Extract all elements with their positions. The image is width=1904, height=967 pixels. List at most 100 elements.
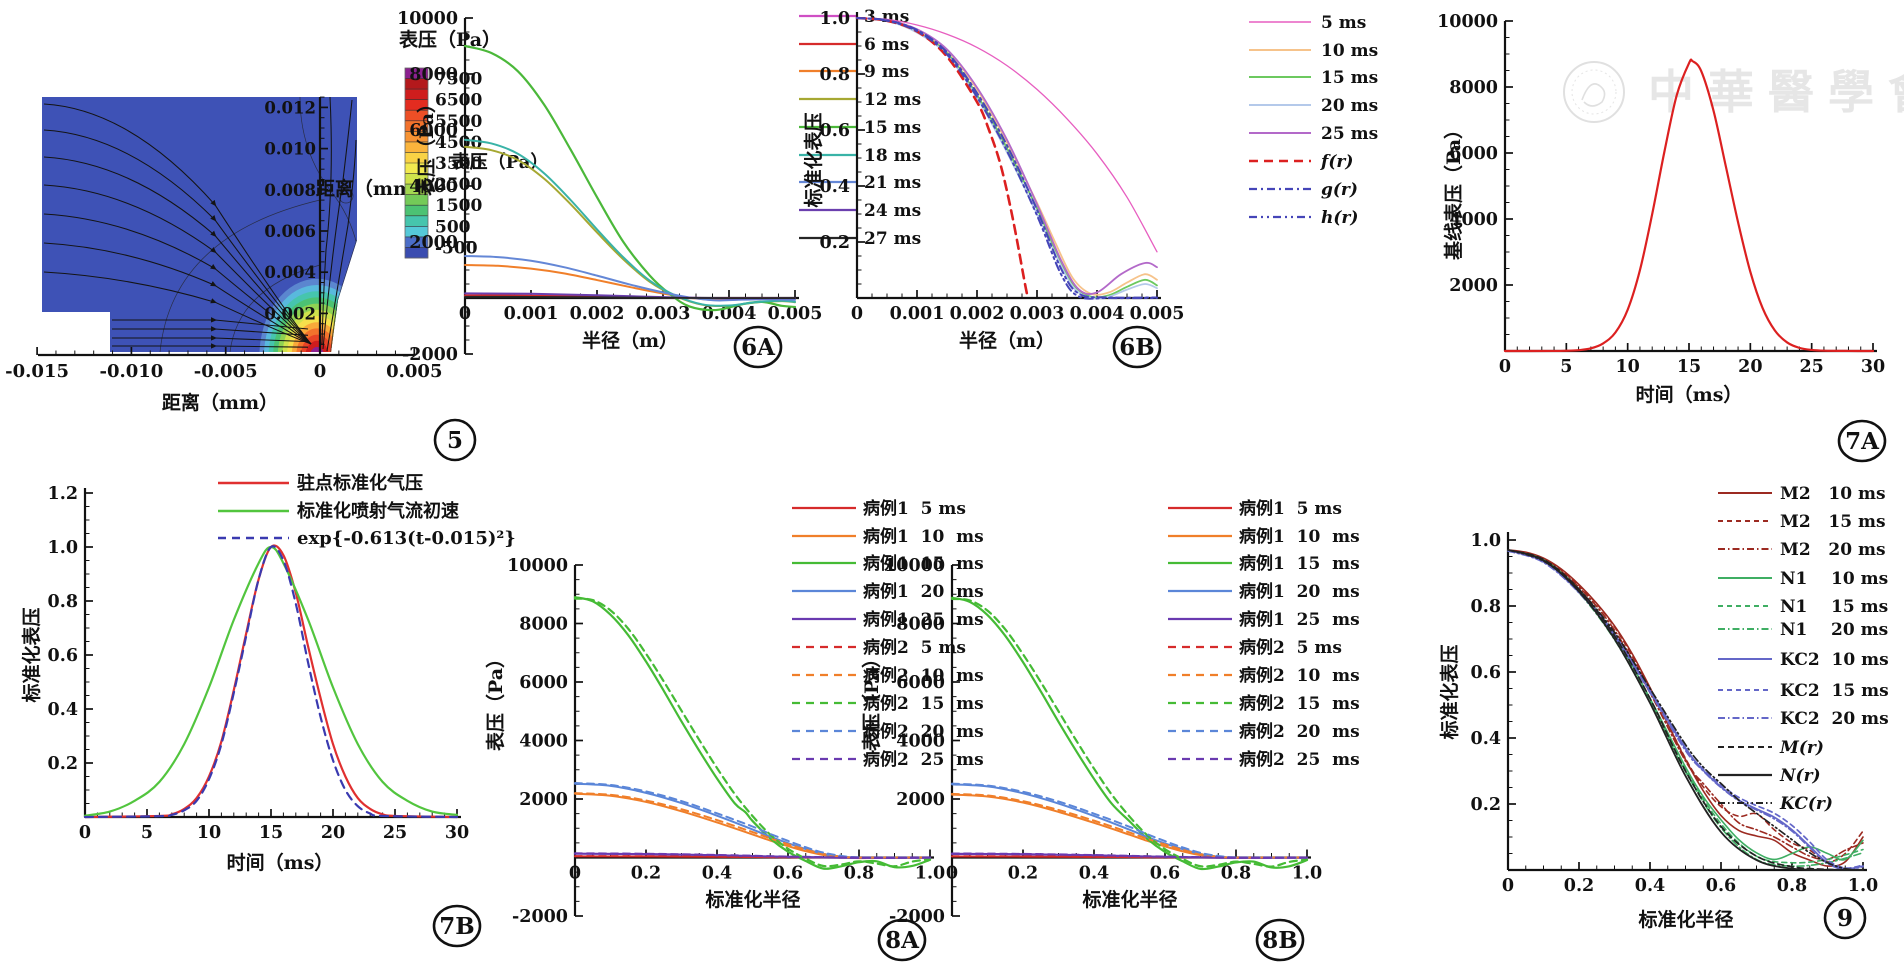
- legend-label: 病例2 25 ms: [863, 749, 984, 770]
- y-tick-label: 0.8: [820, 65, 850, 85]
- panel-badge-circle: [1255, 918, 1305, 962]
- panel-badge-circle: [1837, 419, 1887, 463]
- panel-badge-label: 7B: [439, 913, 474, 940]
- x-tick-label: 0.005: [1130, 304, 1185, 324]
- x-tick-label: 0: [1502, 876, 1514, 896]
- series-g-r-: [856, 17, 1158, 299]
- legend-label: 病例1 10 ms: [1239, 526, 1360, 547]
- y-tick-label: 1.0: [820, 9, 850, 29]
- series-15-ms: [463, 44, 797, 312]
- x-tick-label: 0.6: [773, 864, 803, 884]
- legend-label: 病例2 5 ms: [863, 637, 966, 658]
- y-tick-label: 2000: [896, 790, 945, 810]
- x-tick-label: 0.6: [1706, 876, 1736, 896]
- x-tick-label: 30: [445, 823, 469, 843]
- x-ticks: 0 0.2 0.4 0.6 0.8 1.0: [569, 849, 945, 884]
- legend-label: 病例1 25 ms: [1239, 609, 1360, 630]
- x-tick-label: 0.003: [1010, 304, 1065, 324]
- x-tick-label: 25: [383, 823, 407, 843]
- panel-badge-label: 8B: [1262, 927, 1297, 954]
- y-tick-label: -2000: [889, 907, 945, 927]
- series-病例2-15-ms: [573, 597, 932, 868]
- legend-label: 病例1 15 ms: [863, 553, 984, 574]
- series-病例2-25-ms: [573, 852, 932, 859]
- colorbar-tick-label: 500: [435, 217, 471, 237]
- y-tick-label: 2000: [1449, 276, 1498, 296]
- x-tick-label: 0.001: [504, 304, 559, 324]
- legend-label: KC(r): [1779, 794, 1833, 814]
- watermark-text: 中華醫學會: [1648, 65, 1904, 119]
- y-tick-label: 0.2: [1471, 795, 1501, 815]
- legend-label: M2 10 ms: [1780, 484, 1886, 504]
- series-f-r-: [855, 16, 1030, 300]
- legend-label: 病例1 5 ms: [863, 498, 966, 519]
- x-tick-label: 15: [259, 823, 283, 843]
- panel-9: 0 0.2 0.4 0.6 0.8 1.0 0.2 0.4 0.6 0.8 1.0 标准化半径 标准化表…: [1438, 484, 1889, 940]
- y-tick-label: 6000: [409, 121, 458, 141]
- legend-label: M2 20 ms: [1780, 540, 1886, 560]
- legend-label: N1 15 ms: [1780, 597, 1888, 617]
- series-M2-10-ms: [1507, 549, 1864, 867]
- x-tick-label: 0: [314, 361, 327, 382]
- y-tick-label: 10000: [884, 556, 945, 576]
- legend: 病例1 5 ms 病例1 10 ms 病例1 15 ms 病例1 20 ms 病例1 2…: [792, 498, 984, 770]
- legend-label: 6 ms: [864, 35, 909, 55]
- x-tick-label: 0.003: [636, 304, 691, 324]
- y-tick-label: 0.4: [1471, 729, 1501, 749]
- legend-label: 9 ms: [864, 62, 909, 82]
- y-tick-label: 10000: [1437, 12, 1498, 32]
- x-tick-label: 0.6: [1150, 864, 1180, 884]
- y-tick-label: 0.004: [264, 263, 316, 282]
- legend-label: 病例1 15 ms: [1239, 553, 1360, 574]
- y-axis-title: 标准化表压: [20, 607, 43, 702]
- x-ticks: 0 0.001 0.002 0.003 0.004 0.005: [459, 290, 822, 324]
- legend-label: KC2 10 ms: [1780, 650, 1889, 670]
- legend-label: 病例2 20 ms: [1239, 721, 1360, 742]
- panel-8B: 0 0.2 0.4 0.6 0.8 1.0 -2000 2000 4000 6000 8000 100…: [860, 498, 1360, 962]
- x-ticks: 0 0.001 0.002 0.003 0.004 0.005: [851, 290, 1185, 324]
- y-tick-label: 10000: [397, 9, 458, 29]
- x-tick-label: 0.001: [890, 304, 945, 324]
- legend-label: 15 ms: [864, 118, 921, 138]
- legend: 5 ms 10 ms 15 ms 20 ms 25 ms f(r) g(r) h(r): [1249, 13, 1378, 228]
- y-axis-title: 表压（Pa）: [484, 649, 507, 751]
- panel-badge-circle: [1823, 896, 1867, 940]
- colorbar-tick-label: -500: [435, 238, 478, 258]
- x-tick-label: 20: [321, 823, 345, 843]
- series-18-ms: [464, 138, 796, 307]
- legend-label: KC2 15 ms: [1780, 681, 1889, 701]
- legend-label: 10 ms: [1321, 41, 1378, 61]
- colorbar-tick-label: 5500: [435, 112, 482, 132]
- panel-badge-circle: [877, 918, 927, 962]
- y-tick-label: 0.010: [264, 140, 316, 159]
- x-tick-label: 10: [197, 823, 221, 843]
- x-tick-label: 5: [141, 823, 153, 843]
- legend-label: 病例2 15 ms: [863, 693, 984, 714]
- y-tick-label: 0.002: [264, 304, 316, 323]
- panel-7A: 0 5 10 15 20 25 30 2000 4000 6000 8000 10000 时间（ms） 基…: [1437, 12, 1887, 463]
- legend: M2 10 ms M2 15 ms M2 20 ms N1 10 ms N1 15 ms…: [1718, 484, 1889, 814]
- x-tick-label: 0.8: [1777, 876, 1807, 896]
- series-5-ms: [856, 17, 1158, 253]
- y-tick-label: 0.4: [48, 700, 78, 720]
- legend-label: 25 ms: [1321, 124, 1378, 144]
- x-tick-label: 15: [1677, 357, 1701, 377]
- x-axis-title: 标准化半径: [1082, 888, 1177, 911]
- streamlines: [43, 97, 357, 352]
- y-tick-label: 8000: [896, 615, 945, 635]
- panel-badge-label: 5: [447, 427, 463, 454]
- x-tick-label: 1.0: [915, 864, 945, 884]
- legend-label: g(r): [1321, 180, 1358, 200]
- y-axis-title: 标准化表压: [802, 112, 825, 207]
- x-tick-label: 0.8: [844, 864, 874, 884]
- y-tick-label: 4000: [409, 177, 458, 197]
- pressure-field: [42, 97, 357, 352]
- x-axis-title: 半径（m）: [582, 329, 678, 352]
- legend-label: 病例2 10 ms: [1239, 665, 1360, 686]
- y-tick-label: 0.8: [1471, 597, 1501, 617]
- y-tick-label: 6000: [896, 673, 945, 693]
- y-tick-label: 8000: [409, 65, 458, 85]
